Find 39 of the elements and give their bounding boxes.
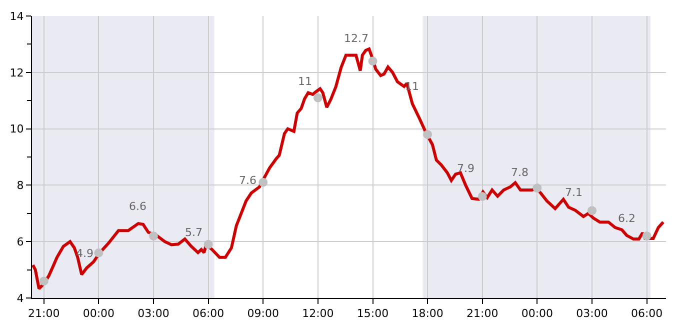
annotation: 6.2 bbox=[618, 212, 636, 225]
point bbox=[368, 56, 378, 66]
x-tick-label: 15:00 bbox=[356, 307, 389, 320]
x-tick-label: 18:00 bbox=[412, 307, 444, 320]
annotation: 7.9 bbox=[457, 162, 474, 175]
x-tick-label: 12:00 bbox=[302, 307, 334, 320]
y-tick-label: 14 bbox=[10, 10, 24, 23]
y-tick-label: 12 bbox=[10, 66, 24, 80]
x-tick-label: 03:00 bbox=[138, 307, 170, 320]
x-tick-label: 03:00 bbox=[576, 307, 608, 320]
point bbox=[94, 248, 104, 258]
y-tick-label: 10 bbox=[10, 122, 24, 136]
x-tick-label: 00:00 bbox=[82, 307, 115, 320]
point bbox=[478, 192, 487, 201]
x-tick-label: 21:00 bbox=[466, 307, 498, 320]
annotation: 7.8 bbox=[511, 166, 528, 179]
point bbox=[313, 93, 322, 102]
annotation: 11 bbox=[298, 75, 312, 88]
annotation: 7.6 bbox=[239, 174, 256, 187]
annotation: 7.1 bbox=[565, 186, 582, 199]
annotation: 6.6 bbox=[129, 200, 146, 213]
x-tick-label: 00:00 bbox=[521, 307, 554, 320]
y-tick-label: 6 bbox=[16, 235, 24, 248]
x-tick-label: 06:00 bbox=[630, 307, 663, 320]
point bbox=[423, 130, 432, 139]
point bbox=[39, 276, 48, 286]
point bbox=[588, 206, 596, 216]
x-tick-label: 09:00 bbox=[247, 307, 279, 320]
y-tick-label: 8 bbox=[16, 179, 24, 192]
point bbox=[204, 240, 213, 249]
point bbox=[532, 184, 542, 193]
x-tick-label: 06:00 bbox=[192, 307, 224, 320]
point bbox=[149, 231, 158, 240]
y-tick-label: 4 bbox=[16, 292, 24, 305]
point bbox=[258, 178, 268, 187]
annotation: 5.7 bbox=[185, 226, 202, 239]
x-tick-label: 21:00 bbox=[28, 307, 60, 320]
annotation: 12.7 bbox=[344, 32, 368, 45]
point bbox=[642, 231, 652, 240]
